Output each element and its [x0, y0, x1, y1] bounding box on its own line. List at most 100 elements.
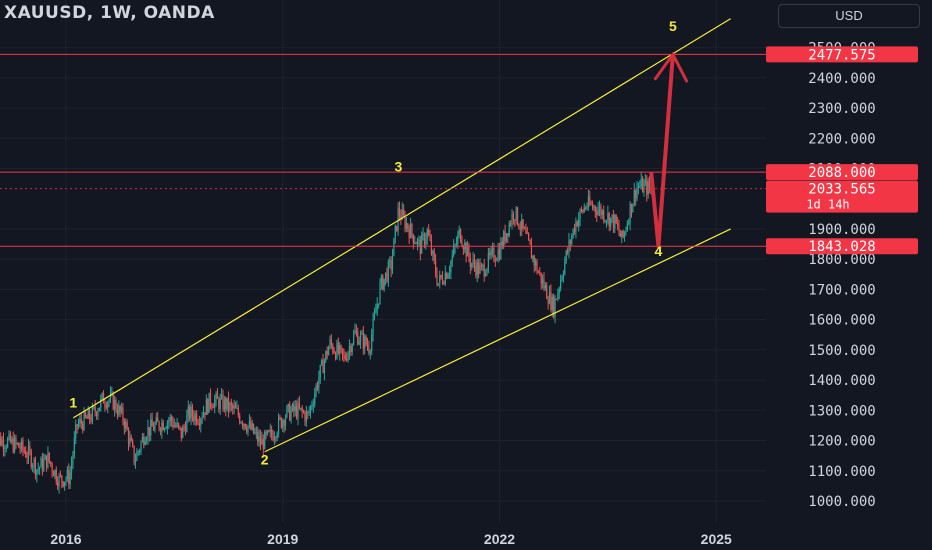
candle-body	[361, 332, 363, 335]
candle-body	[248, 421, 251, 426]
candle-body	[458, 229, 460, 235]
candle-body	[457, 234, 459, 244]
candle-body	[172, 421, 174, 427]
candle-body	[426, 229, 428, 240]
candle-body	[94, 406, 96, 413]
candle-body	[304, 412, 306, 422]
candle-body	[226, 397, 228, 410]
candle-body	[18, 443, 20, 448]
price-tick-label: 1600.000	[808, 313, 875, 329]
candle-body	[180, 427, 182, 439]
currency-button[interactable]: USD	[778, 4, 920, 28]
candle-body	[600, 206, 602, 216]
candle-body	[337, 343, 339, 354]
candle-body	[297, 402, 299, 418]
candle-body	[429, 235, 431, 241]
candle-body	[200, 419, 202, 426]
candle-body	[265, 431, 267, 435]
candle-body	[196, 413, 198, 423]
candle-body	[44, 455, 46, 460]
price-axis[interactable]: 1000.000 1100.000 1200.000 1300.000 1400.000…	[808, 41, 875, 510]
candle-body	[205, 399, 207, 415]
candle-body	[34, 459, 37, 476]
time-axis[interactable]: 2016 2019 2022 2025	[50, 531, 732, 547]
candle-body	[87, 409, 89, 419]
candle-body	[259, 436, 262, 445]
projection-arrowhead[interactable]	[653, 51, 689, 83]
candle-body	[318, 377, 320, 389]
candle-body	[494, 260, 496, 262]
candle-body	[244, 424, 246, 429]
candle-body	[351, 344, 353, 353]
candle-body	[617, 223, 619, 226]
price-tick-label: 1100.000	[808, 464, 875, 480]
candle-body	[332, 344, 334, 352]
candle-body	[173, 425, 175, 427]
candle-body	[637, 186, 640, 188]
candle-body	[412, 234, 414, 244]
candle-body	[269, 429, 271, 432]
candle-body	[480, 265, 483, 267]
candle-body	[472, 259, 474, 264]
candle-body	[425, 239, 427, 245]
candle-body	[165, 428, 167, 430]
candle-body	[560, 280, 562, 289]
candle-body	[177, 423, 180, 427]
channel-upper-line[interactable]	[72, 18, 732, 419]
candle-body	[418, 239, 420, 241]
candle-body	[107, 402, 109, 408]
candle-body	[5, 447, 7, 449]
candle-body	[227, 397, 230, 411]
candle-body	[580, 209, 583, 211]
candle-body	[77, 423, 80, 427]
candle-body	[640, 178, 642, 187]
candle-body	[462, 246, 464, 250]
candle-body	[430, 240, 433, 254]
candle-body	[104, 403, 106, 406]
candle-body	[615, 215, 617, 224]
candle-body	[308, 412, 310, 414]
candle-body	[611, 214, 613, 218]
candle-body	[540, 272, 542, 284]
candle-body	[403, 209, 405, 216]
candle-body	[145, 438, 148, 442]
horizontal-levels[interactable]	[0, 53, 766, 247]
candle-body	[578, 218, 580, 227]
candle-body	[598, 206, 601, 210]
candle-body	[619, 232, 621, 238]
candle-body	[84, 412, 87, 417]
candle-body	[551, 296, 553, 311]
candle-body	[423, 234, 426, 245]
candle-body	[380, 275, 382, 284]
candle-body	[252, 423, 255, 434]
candle-body	[478, 262, 480, 274]
candle-body	[190, 406, 192, 419]
candle-body	[364, 336, 366, 349]
candle-body	[443, 282, 445, 284]
wave-projection-arrow[interactable]	[649, 51, 689, 249]
price-tick-label: 2200.000	[808, 131, 875, 147]
trend-channel[interactable]	[72, 18, 732, 453]
channel-lower-line[interactable]	[264, 228, 731, 453]
candle-body	[294, 406, 296, 412]
candle-body	[100, 398, 102, 408]
projection-path[interactable]	[649, 54, 675, 249]
candle-body	[279, 417, 281, 419]
candle-body	[1, 439, 3, 446]
candle-body	[455, 243, 458, 246]
candle-body	[287, 404, 289, 407]
candle-body	[607, 213, 609, 221]
candle-body	[123, 420, 125, 429]
candle-body	[158, 421, 160, 429]
candle-body	[54, 469, 56, 477]
candle-body	[45, 455, 48, 468]
candle-body	[333, 351, 335, 353]
candle-body	[187, 406, 189, 416]
candle-body	[539, 272, 541, 274]
candle-body	[557, 292, 559, 300]
candle-body	[126, 422, 128, 430]
candle-body	[526, 233, 528, 235]
candle-body	[176, 423, 178, 427]
time-tick-label: 2025	[701, 531, 732, 547]
